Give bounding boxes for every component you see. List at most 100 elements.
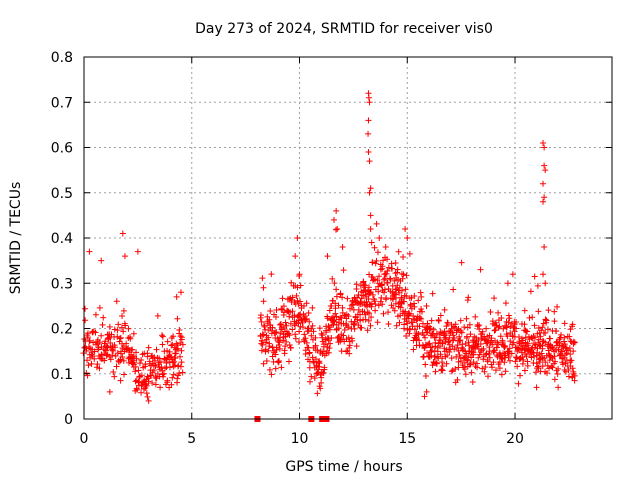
- data-point: [316, 360, 323, 367]
- data-point: [314, 347, 321, 354]
- data-point: [492, 326, 499, 333]
- data-point: [260, 360, 267, 367]
- data-point: [525, 333, 532, 340]
- data-point: [109, 352, 116, 359]
- data-point: [479, 328, 486, 335]
- data-point: [486, 354, 493, 361]
- data-point: [433, 360, 440, 367]
- data-point: [333, 293, 340, 300]
- data-point: [540, 271, 547, 278]
- data-point: [548, 363, 555, 370]
- data-point: [552, 358, 559, 365]
- data-point: [285, 358, 292, 365]
- data-point: [502, 343, 509, 350]
- data-point: [277, 330, 284, 337]
- data-point: [176, 327, 183, 334]
- data-point: [326, 326, 333, 333]
- data-point: [172, 355, 179, 362]
- data-point: [322, 329, 329, 336]
- data-point: [557, 352, 564, 359]
- data-point: [543, 319, 550, 326]
- data-point: [416, 323, 423, 330]
- data-point: [113, 298, 120, 305]
- data-point: [135, 367, 142, 374]
- data-point: [262, 346, 269, 353]
- x-axis-label: GPS time / hours: [285, 459, 402, 475]
- data-point: [402, 308, 409, 315]
- data-point: [395, 248, 402, 255]
- chart-title: Day 273 of 2024, SRMTID for receiver vis…: [195, 21, 493, 37]
- data-point: [103, 352, 110, 359]
- data-point: [475, 354, 482, 361]
- data-point: [161, 365, 168, 372]
- data-point: [111, 326, 118, 333]
- data-point: [177, 289, 184, 296]
- data-point: [349, 337, 356, 344]
- data-point: [332, 226, 339, 233]
- y-tick-label: 0.1: [51, 367, 73, 383]
- y-tick-label: 0.6: [51, 141, 73, 157]
- data-point: [316, 325, 323, 332]
- x-tick-label: 20: [506, 431, 524, 447]
- data-point: [537, 333, 544, 340]
- data-point: [415, 331, 422, 338]
- data-point: [339, 294, 346, 301]
- data-point: [455, 364, 462, 371]
- data-point: [544, 362, 551, 369]
- data-point: [327, 340, 334, 347]
- data-point: [311, 375, 318, 382]
- data-point: [570, 370, 577, 377]
- data-point: [179, 369, 186, 376]
- data-point: [119, 353, 126, 360]
- data-point: [145, 397, 152, 404]
- data-point: [310, 358, 317, 365]
- data-point: [358, 295, 365, 302]
- data-point: [345, 334, 352, 341]
- data-point: [435, 317, 442, 324]
- data-point: [438, 366, 445, 373]
- data-point: [134, 386, 141, 393]
- data-point: [498, 355, 505, 362]
- data-point: [85, 343, 92, 350]
- data-point: [506, 315, 513, 322]
- data-point: [171, 358, 178, 365]
- data-point: [262, 339, 269, 346]
- data-point: [299, 324, 306, 331]
- data-point: [421, 393, 428, 400]
- data-point: [570, 348, 577, 355]
- data-point: [504, 280, 511, 287]
- data-point: [296, 271, 303, 278]
- data-point: [334, 225, 341, 232]
- data-point: [289, 326, 296, 333]
- data-point: [554, 303, 561, 310]
- data-point: [117, 334, 124, 341]
- data-point: [403, 293, 410, 300]
- data-point: [84, 330, 91, 337]
- data-point: [565, 366, 572, 373]
- data-point: [114, 327, 121, 334]
- data-point: [542, 339, 549, 346]
- data-point: [126, 334, 133, 341]
- data-point: [490, 359, 497, 366]
- data-point: [506, 345, 513, 352]
- data-point: [278, 305, 285, 312]
- data-point: [276, 341, 283, 348]
- data-point: [170, 333, 177, 340]
- data-point: [470, 351, 477, 358]
- data-point: [119, 312, 126, 319]
- data-point: [353, 343, 360, 350]
- data-point: [465, 294, 472, 301]
- data-point: [308, 332, 315, 339]
- data-point: [403, 332, 410, 339]
- data-point: [502, 300, 509, 307]
- data-point: [265, 334, 272, 341]
- data-point: [266, 366, 273, 373]
- data-point: [372, 260, 379, 267]
- data-point: [364, 309, 371, 316]
- data-point: [499, 339, 506, 346]
- data-point: [443, 323, 450, 330]
- data-point: [277, 320, 284, 327]
- data-point: [294, 284, 301, 291]
- data-point: [540, 180, 547, 187]
- data-point: [392, 260, 399, 267]
